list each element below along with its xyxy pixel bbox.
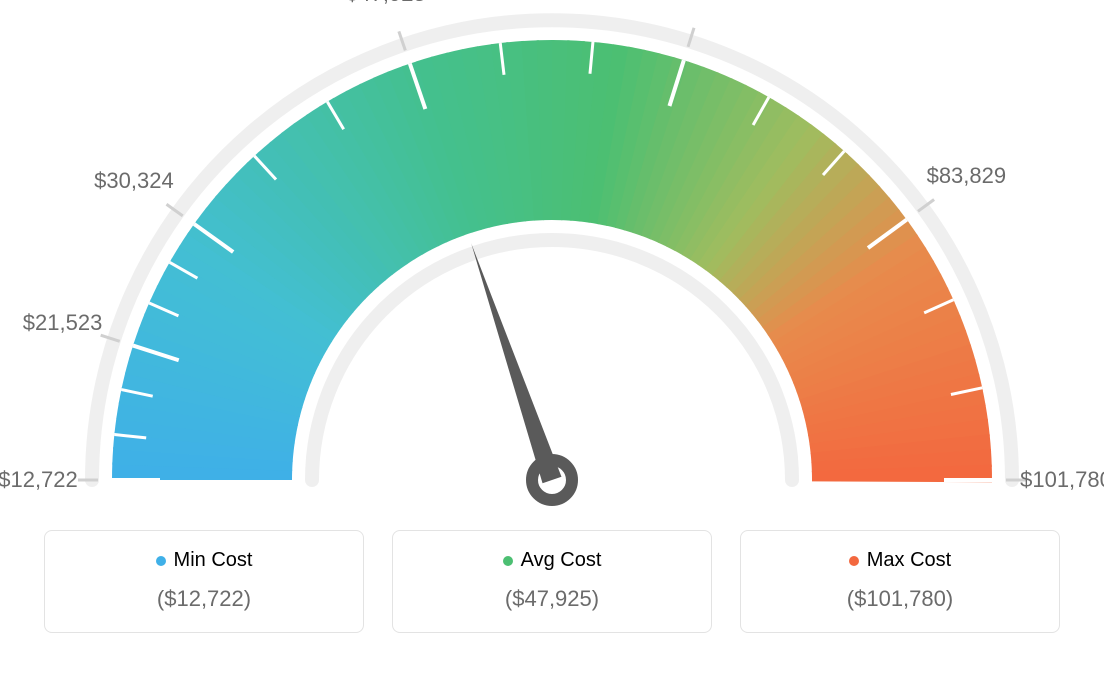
gauge-tick-label: $47,925 — [346, 0, 426, 7]
avg-cost-title-text: Avg Cost — [521, 549, 602, 572]
gauge-tick-label: $83,829 — [927, 163, 1007, 189]
gauge-svg — [0, 0, 1104, 520]
max-cost-title-text: Max Cost — [867, 549, 951, 572]
min-cost-title: Min Cost — [156, 549, 253, 572]
avg-cost-card: Avg Cost ($47,925) — [392, 530, 712, 633]
gauge-tick-label: $21,523 — [23, 310, 103, 336]
gauge-chart: $12,722 $21,523 $30,324 $47,925 $65,877 $83,8… — [0, 0, 1104, 520]
avg-cost-title: Avg Cost — [503, 549, 602, 572]
max-cost-title: Max Cost — [849, 549, 951, 572]
min-cost-card: Min Cost ($12,722) — [44, 530, 364, 633]
gauge-tick-label: $12,722 — [0, 467, 78, 493]
max-cost-value: ($101,780) — [751, 586, 1049, 612]
min-cost-title-text: Min Cost — [174, 549, 253, 572]
gauge-tick-label: $65,877 — [666, 0, 746, 3]
min-dot-icon — [156, 556, 166, 566]
gauge-tick-label: $101,780 — [1020, 467, 1104, 493]
avg-dot-icon — [503, 556, 513, 566]
min-cost-value: ($12,722) — [55, 586, 353, 612]
summary-cards: Min Cost ($12,722) Avg Cost ($47,925) Ma… — [0, 530, 1104, 633]
max-cost-card: Max Cost ($101,780) — [740, 530, 1060, 633]
max-dot-icon — [849, 556, 859, 566]
avg-cost-value: ($47,925) — [403, 586, 701, 612]
gauge-tick-label: $30,324 — [94, 168, 174, 194]
